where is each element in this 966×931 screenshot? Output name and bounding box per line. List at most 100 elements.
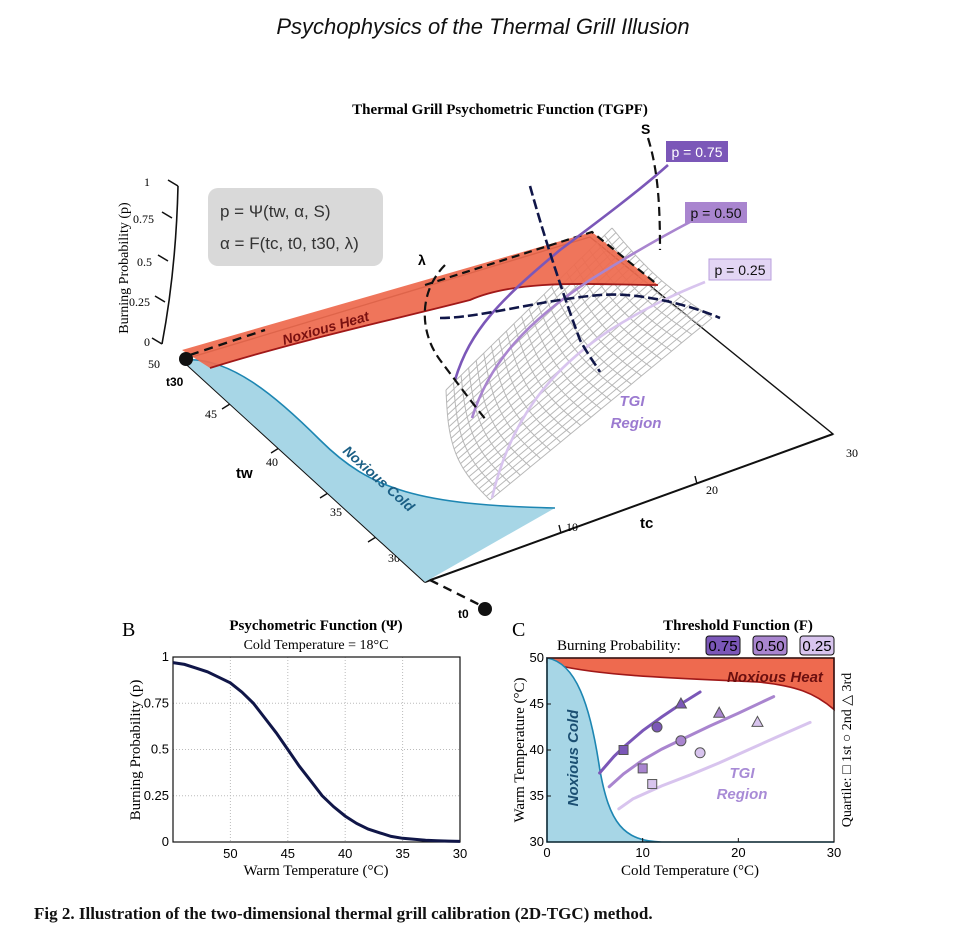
t30-point bbox=[179, 352, 193, 366]
panel-b-ytick: 0.5 bbox=[151, 742, 169, 757]
panel-c-ylabel: Warm Temperature (°C) bbox=[512, 677, 528, 822]
panel-c-xtick: 10 bbox=[635, 845, 649, 860]
panel-c-xlabel: Cold Temperature (°C) bbox=[621, 863, 759, 879]
surface-gridline bbox=[460, 284, 667, 464]
p-label-050: p = 0.50 bbox=[685, 202, 747, 223]
svg-text:0.50: 0.50 bbox=[755, 638, 784, 655]
tw-axis-label: tw bbox=[236, 465, 253, 482]
panel-c-ytick: 35 bbox=[530, 788, 544, 803]
surface-gridline bbox=[478, 306, 697, 490]
panel-c-xtick: 20 bbox=[731, 845, 745, 860]
noxious-heat-label-2d: Noxious Heat bbox=[727, 669, 824, 686]
threshold-curve-0.50 bbox=[607, 695, 776, 789]
panel-b-xtick: 30 bbox=[453, 846, 467, 861]
panel-c-ytick: 45 bbox=[530, 696, 544, 711]
panel-b-xtick: 35 bbox=[395, 846, 409, 861]
t30-label: t30 bbox=[166, 375, 184, 389]
z-axis bbox=[151, 179, 179, 345]
z-tick-05: 0.5 bbox=[137, 255, 152, 269]
panel-c-title: Threshold Function (F) bbox=[663, 618, 813, 634]
svg-text:p = 0.50: p = 0.50 bbox=[691, 205, 742, 221]
panel-b-title: Psychometric Function (Ψ) bbox=[229, 618, 402, 634]
panel-c-ytick: 40 bbox=[530, 742, 544, 757]
surface-gridline bbox=[475, 303, 692, 486]
noxious-heat-region-2d bbox=[546, 657, 835, 712]
panel-b-ytick: 1 bbox=[162, 649, 169, 664]
threshold-curve-0.25 bbox=[617, 720, 812, 811]
surface-gridline bbox=[566, 271, 652, 369]
tw-tick-40: 40 bbox=[266, 455, 278, 469]
formula-psi: p = Ψ(tw, α, S) bbox=[220, 202, 330, 221]
surface-gridline bbox=[536, 301, 612, 402]
tgi-region-label-3d-1: TGI bbox=[620, 393, 646, 410]
tw-ticks bbox=[221, 403, 377, 543]
legend-badge-050: 0.50 bbox=[752, 635, 788, 656]
z-tick-0: 0 bbox=[144, 335, 150, 349]
noxious-heat-edge bbox=[209, 283, 659, 369]
quartile-marker-2nd bbox=[675, 735, 687, 747]
panel-b-xtick: 50 bbox=[223, 846, 237, 861]
z-tick-1: 1 bbox=[144, 175, 150, 189]
panel-b-subtitle: Cold Temperature = 18°C bbox=[244, 638, 389, 653]
threshold-curve-0.75 bbox=[598, 690, 702, 775]
panel-c-xtick: 30 bbox=[827, 845, 841, 860]
surface-gridline bbox=[551, 286, 632, 385]
lambda-edge bbox=[423, 264, 487, 421]
svg-text:p = 0.75: p = 0.75 bbox=[672, 144, 723, 160]
t0-label: t0 bbox=[458, 607, 469, 620]
panel-a-title: Thermal Grill Psychometric Function (TGP… bbox=[352, 102, 648, 118]
surface-gridline bbox=[482, 310, 702, 493]
tw-tick-35: 35 bbox=[330, 505, 342, 519]
noxious-cold-edge bbox=[181, 358, 556, 509]
panel-b-letter: B bbox=[122, 619, 135, 641]
panel-b-ytick: 0 bbox=[162, 834, 169, 849]
quartile-marker-1st bbox=[647, 779, 658, 790]
t0-point bbox=[478, 602, 492, 616]
noxious-heat-region bbox=[182, 232, 658, 368]
p-label-025: p = 0.25 bbox=[708, 258, 772, 281]
cross-section-tw bbox=[439, 293, 721, 320]
panel-b-grid bbox=[173, 656, 461, 843]
quartile-marker-1st bbox=[637, 763, 648, 774]
formula-box: p = Ψ(tw, α, S) α = F(tc, t0, t30, λ) bbox=[208, 188, 383, 266]
tgi-region-label-3d-2: Region bbox=[611, 415, 662, 432]
legend-badge-025: 0.25 bbox=[799, 635, 835, 656]
quartile-marker-2nd bbox=[651, 721, 663, 733]
noxious-cold-region-2d bbox=[546, 657, 834, 843]
quartile-marker-3rd bbox=[751, 715, 764, 727]
legend-badge-075: 0.75 bbox=[705, 635, 741, 656]
tc-axis-label: tc bbox=[640, 515, 653, 532]
quartile-marker-1st bbox=[618, 745, 629, 755]
cross-section-tc bbox=[528, 185, 602, 373]
panel-c-xtick: 0 bbox=[543, 845, 550, 860]
panel-b-xtick: 45 bbox=[281, 846, 295, 861]
formula-alpha: α = F(tc, t0, t30, λ) bbox=[220, 234, 359, 253]
panel-b-plot-area bbox=[172, 656, 461, 843]
quartile-legend: Quartile: □ 1st ○ 2nd △ 3rd bbox=[840, 673, 855, 827]
t0-dashed-line bbox=[429, 578, 481, 607]
surface-gridline bbox=[462, 288, 672, 469]
iso-curve-p25 bbox=[490, 280, 706, 499]
page-header-title: Psychophysics of the Thermal Grill Illus… bbox=[276, 14, 690, 39]
panel-c-ytick: 50 bbox=[530, 650, 544, 665]
s-label: S bbox=[641, 121, 650, 137]
z-tick-075: 0.75 bbox=[133, 212, 154, 226]
panel-b-ylabel: Burning Probability (p) bbox=[128, 680, 144, 821]
panel-b-psychometric: B Psychometric Function (Ψ) Cold Tempera… bbox=[122, 618, 467, 879]
tw-tick-45: 45 bbox=[205, 407, 217, 421]
svg-text:0.75: 0.75 bbox=[708, 638, 737, 655]
tw-tick-50: 50 bbox=[148, 357, 160, 371]
surface-gridline bbox=[611, 227, 713, 319]
svg-text:0.25: 0.25 bbox=[802, 638, 831, 655]
panel-b-ytick: 0.25 bbox=[144, 788, 169, 803]
panel-b-ytick: 0.75 bbox=[144, 695, 169, 710]
panel-c-letter: C bbox=[512, 619, 525, 641]
svg-text:p = 0.25: p = 0.25 bbox=[715, 262, 766, 278]
tc-axis bbox=[424, 433, 834, 583]
panel-b-xtick: 40 bbox=[338, 846, 352, 861]
panel-a-3d-surface: Thermal Grill Psychometric Function (TGP… bbox=[117, 102, 858, 620]
surface-gridline bbox=[528, 308, 602, 410]
surface-gridline bbox=[445, 389, 491, 501]
panel-b-xlabel: Warm Temperature (°C) bbox=[243, 863, 388, 879]
quartile-marker-2nd bbox=[694, 747, 706, 759]
